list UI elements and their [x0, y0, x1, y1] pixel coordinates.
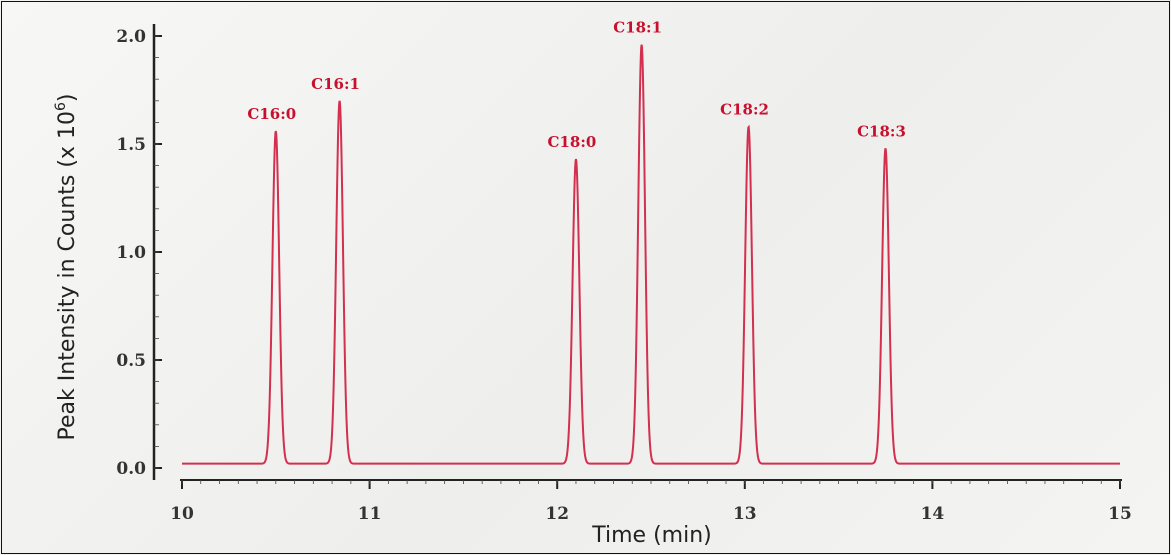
peak-label-C18-2: C18:2: [720, 101, 769, 119]
x-tick-label-13: 13: [733, 504, 757, 524]
y-axis-title-exponent: 6: [53, 102, 69, 111]
peak-label-C18-1: C18:1: [613, 19, 662, 37]
peak-label-C16-0: C16:0: [247, 105, 296, 123]
chromatogram-trace: [182, 44, 1120, 465]
peak-label-C18-0: C18:0: [548, 133, 597, 151]
y-tick-label-1.0: 1.0: [116, 243, 146, 263]
peak-label-C16-1: C16:1: [311, 75, 360, 93]
x-tick-label-15: 15: [1108, 504, 1132, 524]
y-axis-title-close: ): [55, 94, 80, 103]
y-tick-label-1.5: 1.5: [116, 135, 146, 155]
peak-label-C18-3: C18:3: [857, 122, 906, 140]
y-tick-label-0.0: 0.0: [116, 459, 146, 479]
y-axis-title: Peak Intensity in Counts (x 106): [53, 94, 80, 441]
y-tick-label-0.5: 0.5: [116, 351, 146, 371]
y-ticks: 0.0 0.5 1.0 1.5 2.0: [116, 27, 162, 479]
x-tick-label-12: 12: [545, 504, 569, 524]
x-tick-label-14: 14: [921, 504, 945, 524]
x-ticks: 10 11 12 13 14 15: [170, 480, 1132, 524]
x-tick-label-10: 10: [170, 504, 194, 524]
y-tick-label-2.0: 2.0: [116, 27, 146, 47]
x-axis-title: Time (min): [591, 523, 712, 548]
peak-labels: C16:0 C16:1 C18:0 C18:1 C18:2 C18:3: [247, 19, 906, 160]
x-tick-label-11: 11: [358, 504, 382, 524]
y-axis-title-main: Peak Intensity in Counts (x 10: [55, 111, 80, 440]
